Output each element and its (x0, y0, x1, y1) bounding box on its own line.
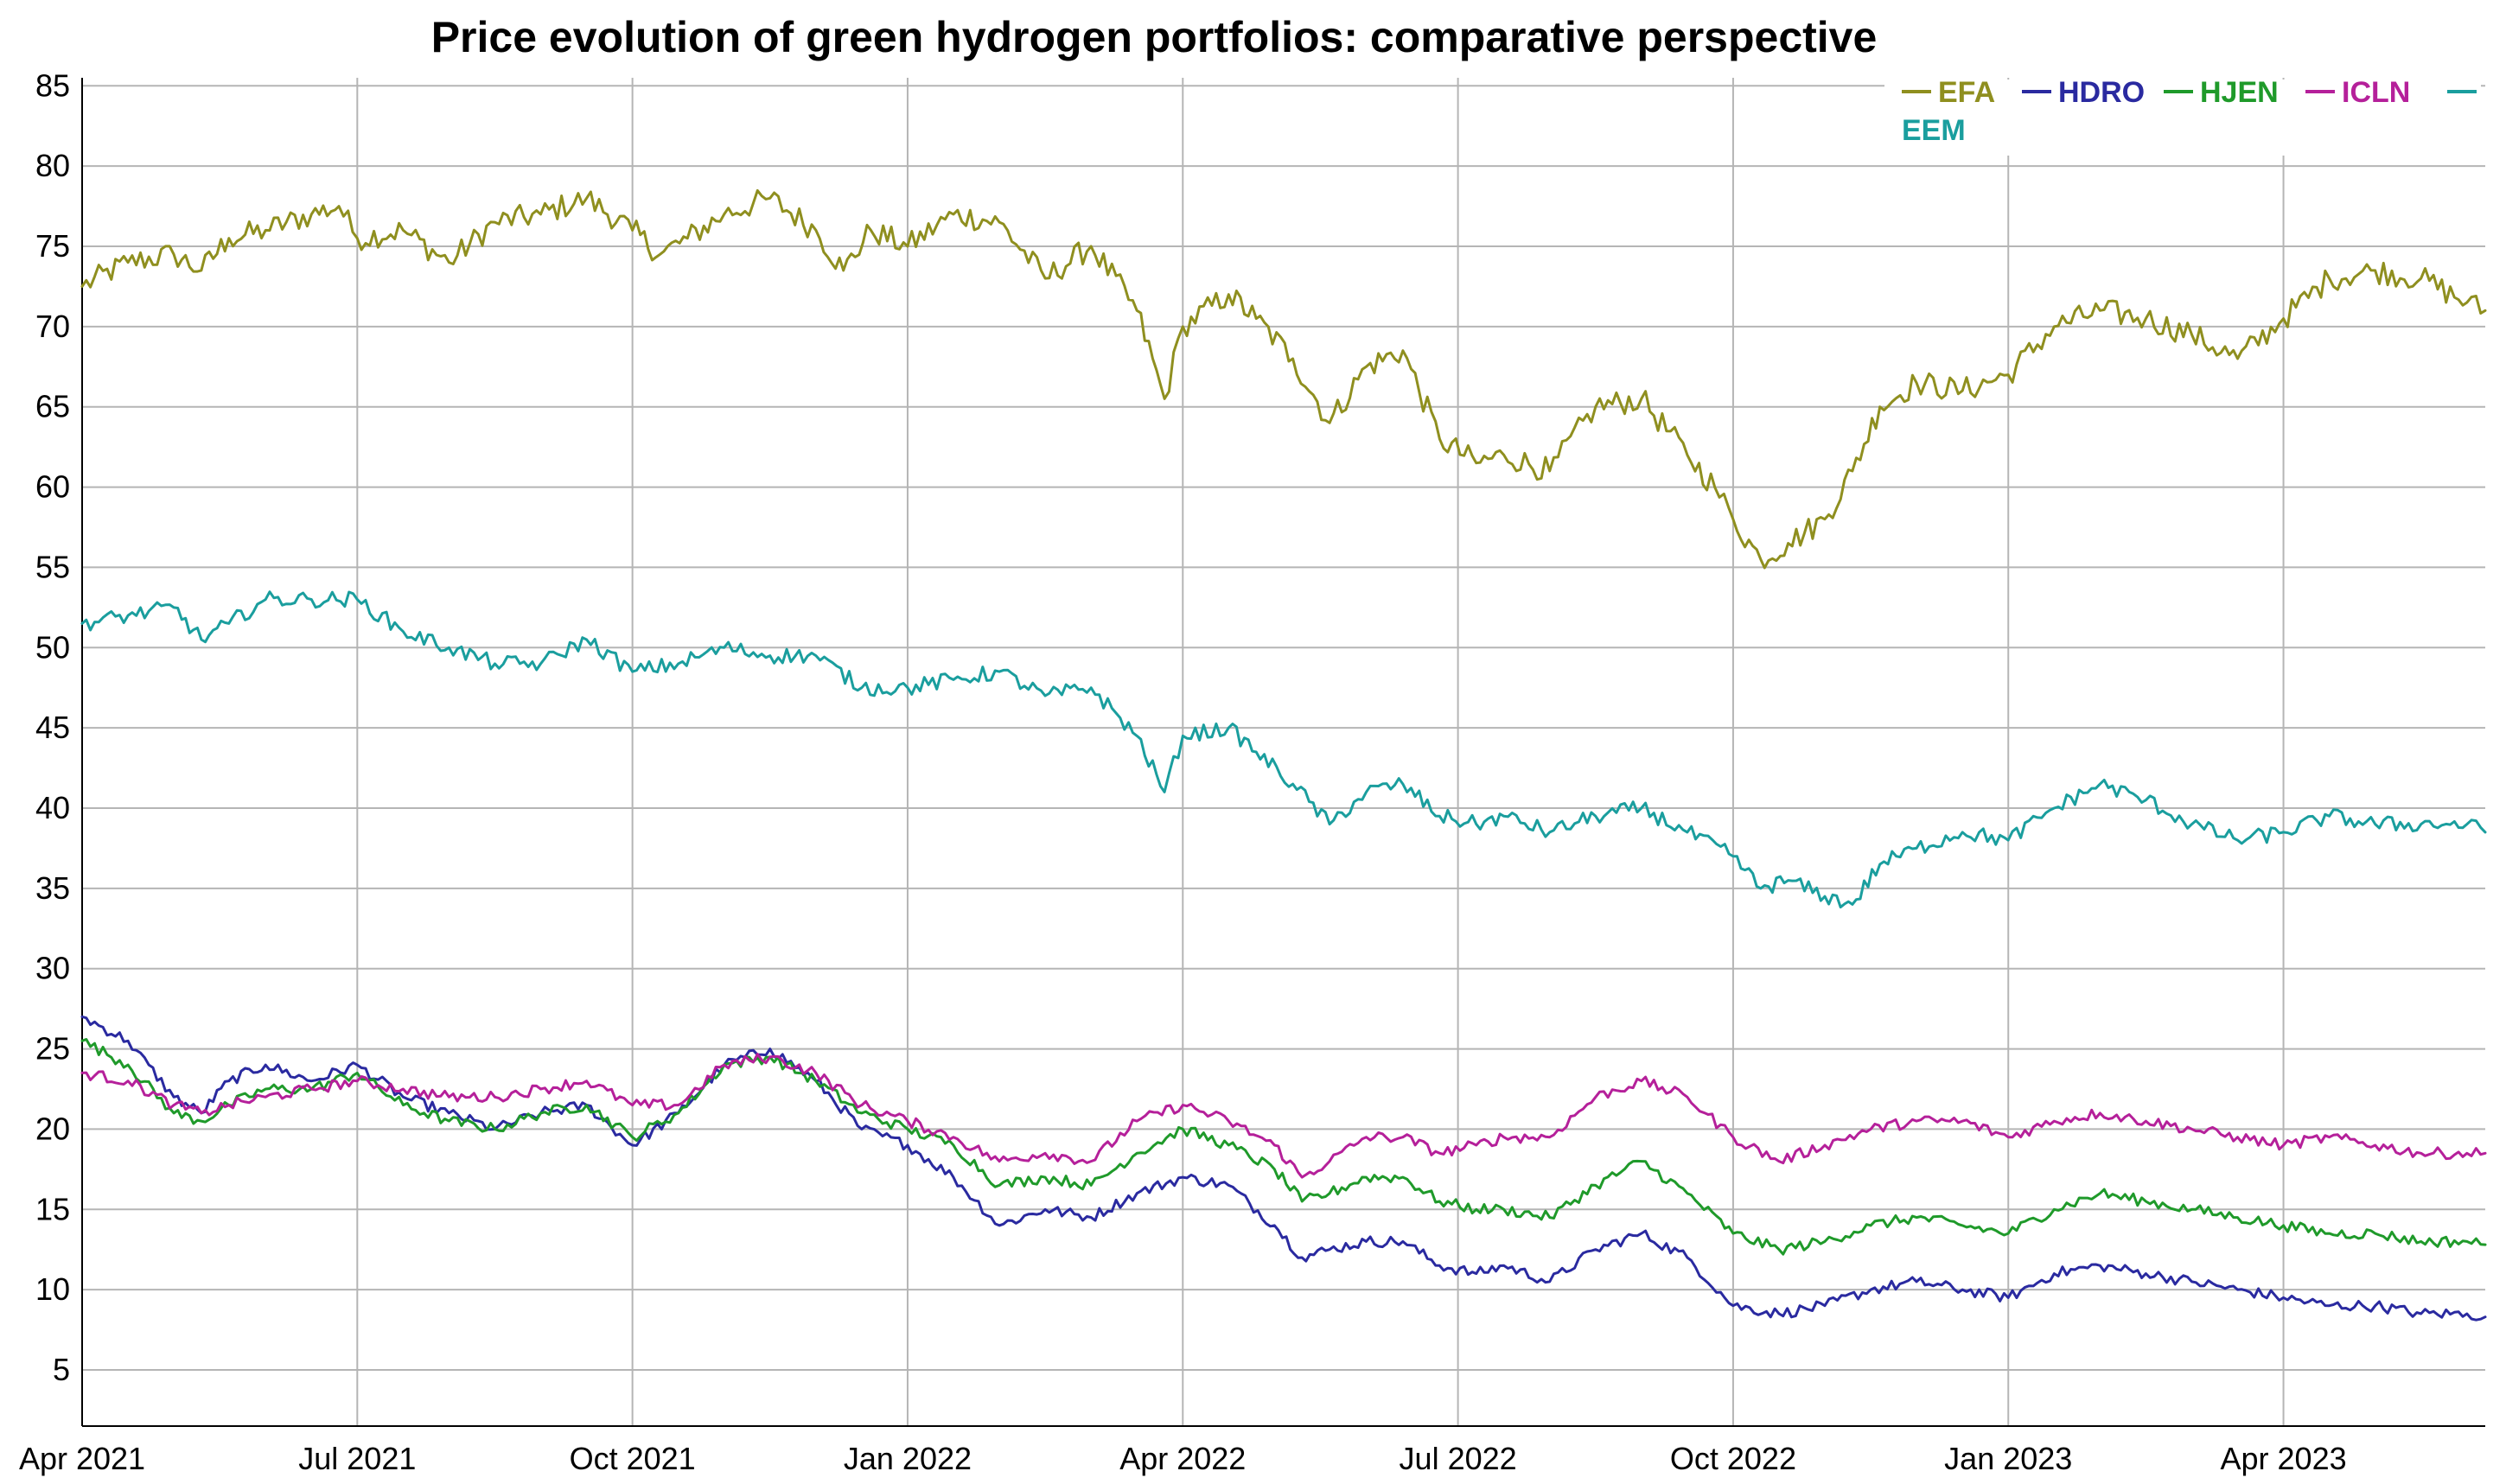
x-tick-label: Apr 2021 (19, 1441, 145, 1476)
grid-layer (81, 78, 2485, 1426)
y-tick-label: 60 (35, 469, 70, 505)
x-tick-label: Apr 2023 (2221, 1441, 2347, 1476)
x-tick-label: Oct 2021 (570, 1441, 696, 1476)
legend-label-hdro: HDRO (2058, 76, 2145, 109)
x-tick-label: Jan 2022 (844, 1441, 972, 1476)
y-tick-label: 40 (35, 790, 70, 825)
legend-label-icln: ICLN (2342, 76, 2410, 109)
y-tick-label: 15 (35, 1191, 70, 1226)
y-tick-label: 25 (35, 1031, 70, 1067)
series-line-efa (80, 188, 2487, 570)
series-line-icln (80, 1053, 2487, 1179)
y-tick-label: 10 (35, 1271, 70, 1307)
series-line-eem (80, 590, 2487, 909)
y-tick-label: 75 (35, 228, 70, 264)
x-tick-label: Jul 2022 (1400, 1441, 1517, 1476)
y-tick-label: 35 (35, 870, 70, 906)
y-tick-label: 20 (35, 1111, 70, 1146)
y-tick-label: 5 (53, 1352, 70, 1387)
series-layer (80, 188, 2487, 1322)
x-tick-label: Jan 2023 (1944, 1441, 2072, 1476)
y-tick-label: 65 (35, 389, 70, 424)
series-line-hdro (80, 1015, 2487, 1322)
axis-layer: 5 10 15 20 25 30 35 40 45 50 55 60 65 70 75 80 85 Apr 202… (19, 67, 2485, 1476)
y-tick-label: 85 (35, 67, 70, 103)
y-tick-label: 80 (35, 148, 70, 183)
legend-label-eem: EEM (1902, 114, 1966, 147)
y-tick-label: 55 (35, 549, 70, 584)
y-tick-label: 50 (35, 629, 70, 665)
x-tick-label: Oct 2022 (1670, 1441, 1796, 1476)
y-tick-label: 45 (35, 710, 70, 745)
legend-label-hjen: HJEN (2200, 76, 2279, 109)
chart-title: Price evolution of green hydrogen portfo… (431, 13, 1878, 61)
x-tick-label: Apr 2022 (1119, 1441, 1246, 1476)
series-line-hjen (80, 1038, 2487, 1256)
x-tick-label: Jul 2021 (298, 1441, 416, 1476)
y-tick-label: 70 (35, 309, 70, 344)
legend: EFA HDRO HJEN ICLN EEM (1884, 76, 2481, 156)
y-tick-label: 30 (35, 951, 70, 986)
legend-label-efa: EFA (1938, 76, 1995, 109)
